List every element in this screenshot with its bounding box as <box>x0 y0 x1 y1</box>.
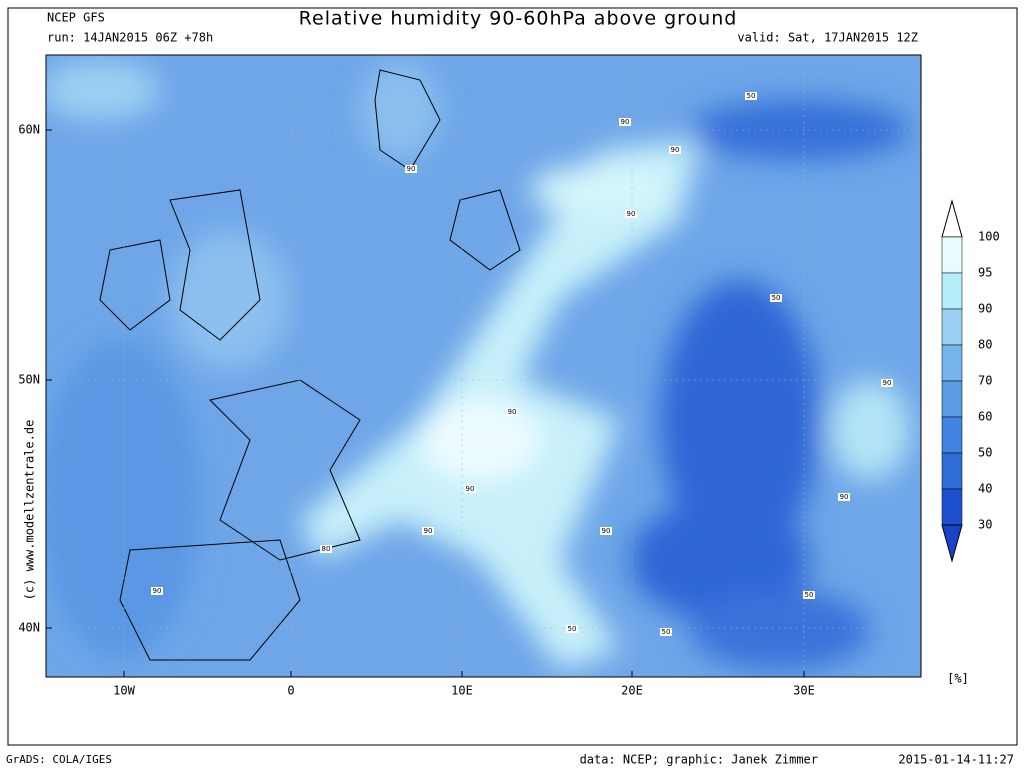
valid: valid: Sat, 17JAN2015 12Z <box>737 31 918 45</box>
contour-label: 50 <box>662 628 671 636</box>
colorbar-swatch <box>941 344 963 382</box>
title: Relative humidity 90-60hPa above ground <box>299 8 738 30</box>
run: run: 14JAN2015 06Z +78h <box>47 31 213 45</box>
contour-label-bg <box>881 379 893 387</box>
model: NCEP GFS <box>47 11 105 25</box>
contour-label: 50 <box>747 92 756 100</box>
colorbar-label: 95 <box>978 266 992 280</box>
contour-label-bg <box>838 493 850 501</box>
timestamp: 2015-01-14-11:27 <box>898 753 1014 767</box>
colorbar-swatch <box>941 416 963 454</box>
contour-label: 50 <box>805 591 814 599</box>
contour-label: 90 <box>466 485 475 493</box>
colorbar-cap <box>941 524 963 563</box>
contour-label-bg <box>619 118 631 126</box>
colorbar-label: 30 <box>978 518 992 532</box>
lon-label: 10E <box>451 684 473 698</box>
lon-label: 20E <box>621 684 643 698</box>
contour-label: 90 <box>621 118 630 126</box>
colorbar-label: 60 <box>978 410 992 424</box>
contour-label: 90 <box>627 210 636 218</box>
contour-label: 90 <box>424 527 433 535</box>
watermark: (c) www.modellzentrale.de <box>23 420 37 601</box>
lat-label: 50N <box>18 373 40 387</box>
contour-label: 90 <box>602 527 611 535</box>
contour-label-bg <box>600 527 612 535</box>
contour-label-bg <box>770 294 782 302</box>
frame <box>7 7 1018 746</box>
colorbar-swatch <box>941 452 963 490</box>
contour-label: 50 <box>568 625 577 633</box>
contour-label-bg <box>566 625 578 633</box>
contour-label: 90 <box>840 493 849 501</box>
contour-label-bg <box>320 545 332 553</box>
contour-label-bg <box>506 408 518 416</box>
contour-label: 90 <box>671 146 680 154</box>
contour-label-bg <box>151 587 163 595</box>
contour-label-bg <box>422 527 434 535</box>
contour-label: 50 <box>772 294 781 302</box>
colorbar-label: 90 <box>978 302 992 316</box>
colorbar-label: 50 <box>978 446 992 460</box>
credit: data: NCEP; graphic: Janek Zimmer <box>580 753 818 767</box>
contour-label-bg <box>405 165 417 173</box>
lon-label: 30E <box>793 684 815 698</box>
contour-label: 90 <box>153 587 162 595</box>
colorbar-swatch <box>941 308 963 346</box>
lon-label: 10W <box>113 684 135 698</box>
contour-label-bg <box>803 591 815 599</box>
contour-label-bg <box>660 628 672 636</box>
map <box>46 55 921 677</box>
contour-label: 80 <box>322 545 331 553</box>
software: GrADS: COLA/IGES <box>6 753 112 766</box>
contour-label-bg <box>745 92 757 100</box>
contour-label: 90 <box>508 408 517 416</box>
colorbar-label: 80 <box>978 338 992 352</box>
contour-label: 90 <box>407 165 416 173</box>
contour-label-bg <box>625 210 637 218</box>
colorbar-label: 100 <box>978 230 1000 244</box>
colorbar-swatch <box>941 272 963 310</box>
colorbar-label: 70 <box>978 374 992 388</box>
unit: [%] <box>947 672 969 686</box>
colorbar-swatch <box>941 380 963 418</box>
colorbar-swatch <box>941 236 963 274</box>
contour-label: 90 <box>883 379 892 387</box>
lon-label: 0 <box>287 684 294 698</box>
colorbar-swatch <box>941 488 963 526</box>
contour-label-bg <box>669 146 681 154</box>
colorbar-cap <box>941 199 963 238</box>
map-border <box>45 54 922 678</box>
contour-label-bg <box>464 485 476 493</box>
lat-label: 60N <box>18 123 40 137</box>
colorbar-label: 40 <box>978 482 992 496</box>
lat-label: 40N <box>18 621 40 635</box>
